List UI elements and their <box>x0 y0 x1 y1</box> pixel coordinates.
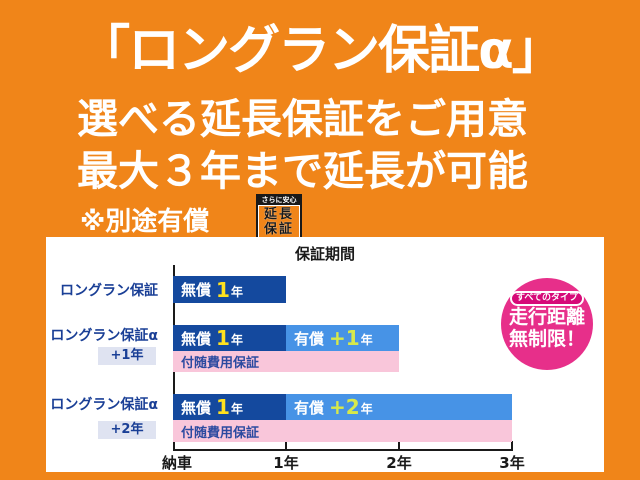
warranty-period-chart: 保証期間 納車 1年 2年 3年 ロングラン保証 無償 1 年 ロングラン保証α… <box>46 237 604 472</box>
bar-row3-paid-segment: 有償 +2 年 <box>286 394 512 420</box>
bar-row3-incidental-cost-warranty: 付随費用保証 <box>173 420 512 442</box>
row-label-longrun-warranty-alpha-1: ロングラン保証α <box>50 328 158 344</box>
stamp-word-warranty: 保証 <box>263 221 294 237</box>
bar-row2-incidental-cost-warranty: 付随費用保証 <box>173 351 399 372</box>
bar-text-years-number: +2 <box>329 395 360 419</box>
badge-mileage-text: 走行距離 <box>508 306 585 328</box>
chip-plus-1-year: +1年 <box>98 347 156 365</box>
bar-row2-free-segment: 無償 1 年 <box>173 325 286 351</box>
bar-text-years-unit: 年 <box>360 402 373 416</box>
bar-text-free: 無償 <box>181 398 212 417</box>
badge-all-types-pill: すべてのタイプ <box>509 291 584 306</box>
axis-label-1year: 1年 <box>273 454 299 472</box>
extended-warranty-stamp-icon: さらに安心 延長 保証 <box>256 194 302 240</box>
axis-label-2year: 2年 <box>386 454 412 472</box>
bar-text-years-number: 1 <box>216 395 230 419</box>
stamp-word-extension: 延長 <box>263 206 294 222</box>
bar-row1-free-segment: 無償 1 年 <box>173 276 286 303</box>
axis-tick-3year <box>511 441 513 449</box>
bar-text-years-unit: 年 <box>230 333 243 347</box>
page-title: 「ロングラン保証α」 <box>78 21 564 81</box>
stamp-tagline: さらに安心 <box>261 196 297 204</box>
axis-tick-1year <box>285 441 287 449</box>
row-label-longrun-warranty: ロングラン保証 <box>60 282 158 299</box>
bar-row3-free-segment: 無償 1 年 <box>173 394 286 420</box>
chip-plus-2-year: +2年 <box>98 421 156 439</box>
subtitle-line1: 選べる延長保証をご用意 <box>77 95 528 143</box>
axis-label-3year: 3年 <box>499 454 525 472</box>
bar-text-free: 無償 <box>181 281 212 299</box>
badge-unlimited-text: 無制限！ <box>508 328 585 350</box>
paid-option-note: ※別途有償 <box>80 207 210 237</box>
bar-text-paid: 有償 <box>294 398 325 417</box>
bar-text-years-number: +1 <box>329 326 360 350</box>
chart-title: 保証期間 <box>294 245 355 263</box>
bar-row2-paid-segment: 有償 +1 年 <box>286 325 399 351</box>
bar-text-years-number: 1 <box>216 277 230 302</box>
bar-text-years-unit: 年 <box>230 402 243 416</box>
row-label-longrun-warranty-alpha-2: ロングラン保証α <box>50 397 158 413</box>
bar-text-paid: 有償 <box>294 329 325 348</box>
stamp-body: 延長 保証 <box>258 205 300 238</box>
chart-x-axis-line <box>173 449 513 451</box>
bar-text-years-unit: 年 <box>360 333 373 347</box>
bar-text-years-unit: 年 <box>230 284 243 299</box>
bar-text-years-number: 1 <box>216 326 230 350</box>
bar-text-free: 無償 <box>181 329 212 348</box>
subtitle-line2: 最大３年まで延長が可能 <box>77 147 528 195</box>
unlimited-mileage-badge: すべてのタイプ 走行距離 無制限！ <box>501 278 593 370</box>
axis-tick-2year <box>398 441 400 449</box>
axis-label-delivery: 納車 <box>161 454 193 472</box>
